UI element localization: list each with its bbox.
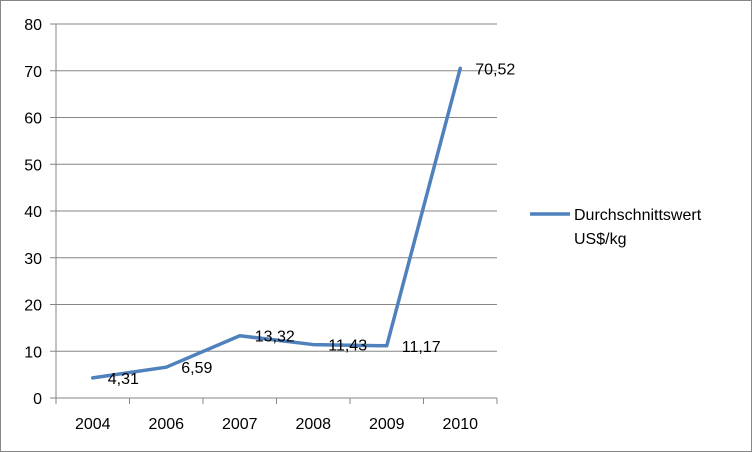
y-tick-label: 50 — [24, 157, 42, 174]
y-tick-label: 80 — [24, 17, 42, 34]
data-label: 11,43 — [328, 338, 367, 355]
y-tick-label: 0 — [33, 391, 42, 408]
x-tick-label: 2007 — [222, 416, 258, 433]
x-axis-tick-labels: 2004 2006 2007 2008 2009 2010 — [75, 416, 478, 433]
gridlines — [56, 23, 497, 352]
data-label: 70,52 — [475, 61, 515, 78]
y-tick-label: 30 — [24, 251, 42, 268]
y-tick-label: 70 — [24, 64, 42, 81]
x-tick-label: 2004 — [75, 416, 111, 433]
data-label: 6,59 — [181, 360, 212, 377]
series-line-0 — [91, 66, 462, 380]
x-tick-label: 2010 — [442, 416, 478, 433]
y-axis-tick-labels: 0 10 20 30 40 50 60 70 80 — [24, 17, 42, 408]
series-lines — [91, 66, 462, 380]
y-tick-label: 10 — [24, 344, 42, 361]
data-label: 11,17 — [402, 339, 441, 356]
y-tick-label: 40 — [24, 204, 42, 221]
legend-entry-label: US$/kg — [574, 231, 626, 248]
data-label: 4,31 — [108, 371, 139, 388]
y-tick-label: 20 — [24, 298, 42, 315]
legend: Durchschnittswert US$/kg — [530, 207, 702, 248]
x-tick-label: 2009 — [369, 416, 405, 433]
x-tick-label: 2006 — [148, 416, 184, 433]
legend-entry-label: Durchschnittswert — [574, 207, 702, 224]
data-labels: 4,31 6,59 13,32 11,43 11,17 70,52 — [108, 61, 516, 388]
y-tick-label: 60 — [24, 111, 42, 128]
data-label: 13,32 — [255, 329, 295, 346]
x-tick-label: 2008 — [295, 416, 331, 433]
axes — [50, 23, 498, 404]
